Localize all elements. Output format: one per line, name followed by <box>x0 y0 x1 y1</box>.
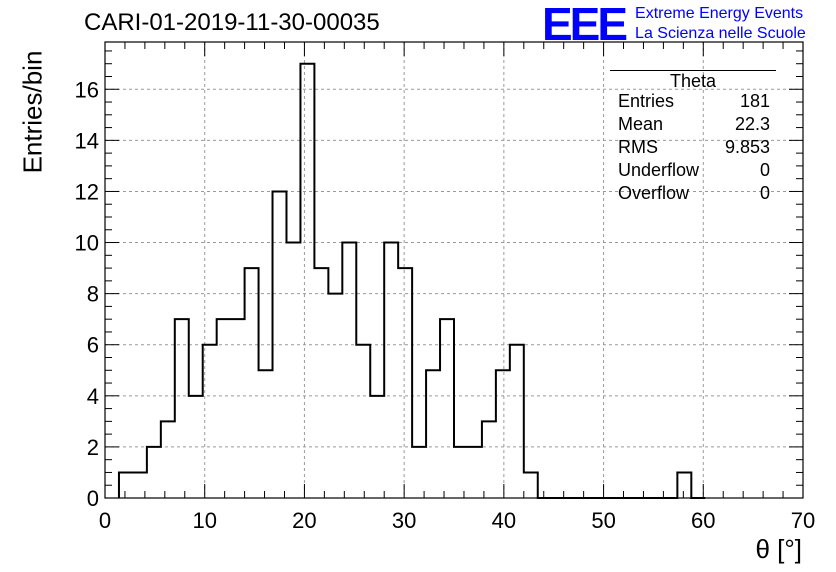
stats-value: 9.853 <box>724 137 770 157</box>
stats-row-overflow: Overflow 0 <box>610 182 776 205</box>
histogram-bin <box>482 421 496 498</box>
y-tick-label: 16 <box>75 77 99 102</box>
logo-mark: EEE <box>542 0 628 50</box>
histogram-outline <box>117 62 706 499</box>
stats-row-underflow: Underflow 0 <box>610 159 776 182</box>
x-tick-label: 20 <box>292 508 316 533</box>
plot-frame <box>104 41 804 499</box>
histogram-bin <box>286 243 300 498</box>
y-tick-label: 2 <box>87 435 99 460</box>
x-tick-label: 70 <box>791 508 815 533</box>
x-tick-label: 60 <box>691 508 715 533</box>
x-tick-label: 40 <box>492 508 516 533</box>
y-tick-label: 14 <box>75 128 99 153</box>
y-tick-label: 10 <box>75 231 99 256</box>
histogram-bin <box>356 345 370 498</box>
y-tick-label: 8 <box>87 282 99 307</box>
histogram-bin <box>412 447 426 498</box>
histogram-bin <box>314 268 328 498</box>
eee-logo: EEE Extreme Energy Events La Scienza nel… <box>542 0 806 50</box>
y-tick-label: 4 <box>87 384 99 409</box>
stats-value: 0 <box>759 183 770 203</box>
histogram-bin <box>217 319 231 498</box>
stats-value: 22.3 <box>734 114 770 134</box>
histogram-bin <box>342 243 356 498</box>
stats-title: Theta <box>610 70 776 90</box>
histogram-bin <box>245 268 259 498</box>
x-tick-label: 0 <box>99 508 111 533</box>
histogram-bin <box>454 447 468 498</box>
stats-value: 0 <box>759 160 770 180</box>
histogram-bin <box>510 345 524 498</box>
histogram-bin <box>524 472 538 498</box>
logo-text: Extreme Energy Events La Scienza nelle S… <box>635 2 806 44</box>
stats-label: Entries <box>618 91 675 111</box>
histogram-bin <box>259 370 273 498</box>
x-tick-label: 30 <box>392 508 416 533</box>
stats-value: 181 <box>739 91 770 111</box>
x-tick-label: 50 <box>591 508 615 533</box>
histogram-bin <box>119 472 133 498</box>
stats-row-rms: RMS 9.853 <box>610 136 776 159</box>
histogram-bin <box>161 421 175 498</box>
y-tick-label: 6 <box>87 333 99 358</box>
logo-line-1: Extreme Energy Events <box>635 5 804 22</box>
x-tick-label: 10 <box>192 508 216 533</box>
logo-line-2: La Scienza nelle Scuole <box>635 25 806 42</box>
chart-title: CARI-01-2019-11-30-00035 <box>84 9 380 36</box>
y-tick-label: 12 <box>75 179 99 204</box>
histogram-bin <box>384 243 398 498</box>
stats-label: RMS <box>618 137 658 157</box>
y-tick-label: 0 <box>87 486 99 511</box>
histogram-bin <box>440 319 454 498</box>
stats-row-mean: Mean 22.3 <box>610 113 776 136</box>
histogram-bin <box>300 64 314 498</box>
histogram-bin <box>496 370 510 498</box>
stats-row-entries: Entries 181 <box>610 90 776 113</box>
x-axis-label: θ [°] <box>755 534 802 564</box>
histogram-bin <box>398 268 412 498</box>
stats-label: Underflow <box>618 160 700 180</box>
histogram-bin <box>231 319 245 498</box>
histogram-bin <box>468 447 482 498</box>
histogram-bin <box>175 319 189 498</box>
histogram-bin <box>426 370 440 498</box>
stats-label: Mean <box>618 114 664 134</box>
stats-label: Overflow <box>618 183 690 203</box>
stats-box: Theta Entries 181 Mean 22.3 RMS 9.853 Un… <box>610 70 776 205</box>
histogram-bin <box>147 447 161 498</box>
histogram-bin <box>677 472 691 498</box>
